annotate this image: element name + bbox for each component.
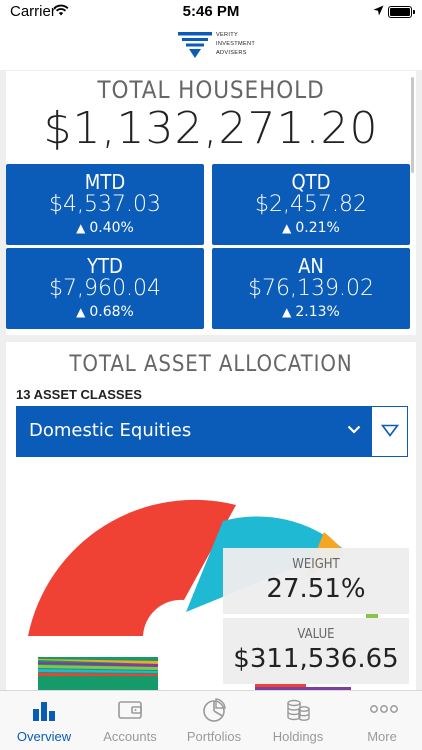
pie-slice-stripe-5: [38, 673, 158, 676]
weight-box: WEIGHT 27.51%: [223, 548, 409, 614]
bar-chart-icon: [33, 702, 55, 721]
tile-change: ▲ 0.40%: [6, 220, 204, 236]
tab-label: Overview: [16, 729, 72, 744]
brand-line-3: ADVISERS: [216, 49, 247, 56]
tile-label: AN: [298, 254, 324, 278]
asset-class-count: 13 ASSET CLASSES: [16, 387, 142, 402]
tile-label: YTD: [87, 254, 123, 278]
qtd-tile[interactable]: QTD $2,457.82 ▲ 0.21%: [212, 164, 410, 245]
pie-slice-stripe-2: [38, 662, 158, 667]
tile-change-value: 0.68%: [89, 304, 134, 320]
wifi-icon: [53, 4, 69, 16]
asset-allocation-card: TOTAL ASSET ALLOCATION 13 ASSET CLASSES …: [6, 342, 416, 690]
triangle-up-icon: ▲: [282, 221, 292, 235]
status-bar: Carrier 5:46 PM: [0, 0, 422, 24]
tab-accounts[interactable]: Accounts: [88, 691, 172, 750]
brand-wordmark: VERITY INVESTMENT ADVISERS: [216, 31, 255, 57]
tab-more[interactable]: More: [340, 691, 422, 750]
wallet-icon: [118, 701, 142, 719]
triangle-up-icon: ▲: [282, 305, 292, 319]
weight-value: 27.51%: [266, 574, 366, 604]
tile-change: ▲ 0.21%: [212, 220, 410, 236]
pie-slice-bottom-purple: [255, 687, 351, 690]
asset-class-select[interactable]: Domestic Equities: [16, 406, 408, 457]
scroll-indicator[interactable]: [411, 77, 414, 173]
pie-slice-bottom-red: [255, 684, 306, 687]
brand-chevron-logo: [178, 32, 212, 58]
tab-label: More: [367, 729, 397, 744]
pie-slice-lime-edge: [366, 614, 378, 618]
battery-icon: [388, 6, 415, 18]
clock: 5:46 PM: [182, 3, 240, 20]
tile-change: ▲ 0.68%: [6, 304, 204, 320]
weight-label: WEIGHT: [292, 557, 340, 572]
value-label: VALUE: [297, 627, 335, 642]
pie-chart-icon: [203, 698, 226, 722]
tile-label: QTD: [291, 170, 331, 194]
carrier-label: Carrier: [10, 3, 56, 20]
chevron-down-icon: [347, 425, 361, 434]
tab-bar: Overview Accounts Portfolios Holdings: [0, 690, 422, 750]
tile-change-value: 0.40%: [89, 220, 134, 236]
tile-label: MTD: [84, 170, 126, 194]
mtd-tile[interactable]: MTD $4,537.03 ▲ 0.40%: [6, 164, 204, 245]
tab-label: Accounts: [103, 729, 157, 744]
total-household-amount: $1,132,271.20: [43, 103, 379, 154]
tile-value: $76,139.02: [248, 276, 374, 301]
brand-line-2: INVESTMENT: [216, 40, 256, 47]
tab-portfolios[interactable]: Portfolios: [172, 691, 256, 750]
asset-allocation-title: TOTAL ASSET ALLOCATION: [69, 352, 353, 377]
total-household-card: TOTAL HOUSEHOLD $1,132,271.20 MTD $4,537…: [6, 71, 416, 335]
triangle-up-icon: ▲: [76, 221, 86, 235]
triangle-up-icon: ▲: [76, 305, 86, 319]
tile-value: $4,537.03: [49, 192, 161, 217]
tile-value: $2,457.82: [255, 192, 367, 217]
tab-holdings[interactable]: Holdings: [256, 691, 340, 750]
coins-icon: [287, 699, 310, 721]
nav-bar: VERITY INVESTMENT ADVISERS: [0, 24, 422, 70]
pie-slice-domestic-equities: [28, 499, 236, 636]
tile-value: $7,960.04: [49, 276, 161, 301]
brand-line-1: VERITY: [216, 32, 239, 38]
value-amount: $311,536.65: [233, 644, 399, 674]
value-box: VALUE $311,536.65: [223, 618, 409, 684]
tile-change: ▲ 2.13%: [212, 304, 410, 320]
selected-asset-class: Domestic Equities: [29, 420, 192, 441]
pie-slice-stripe-1: [38, 659, 158, 664]
tab-label: Holdings: [272, 729, 324, 744]
dropdown-toggle-button[interactable]: [371, 407, 407, 456]
tile-change-value: 2.13%: [295, 304, 340, 320]
tile-change-value: 0.21%: [295, 220, 340, 236]
brand-logo: VERITY INVESTMENT ADVISERS: [164, 30, 268, 60]
an-tile[interactable]: AN $76,139.02 ▲ 2.13%: [212, 248, 410, 329]
tab-label: Portfolios: [186, 729, 242, 744]
location-arrow-icon: [373, 5, 384, 16]
pie-slice-stripe-4: [38, 669, 158, 673]
ytd-tile[interactable]: YTD $7,960.04 ▲ 0.68%: [6, 248, 204, 329]
tab-overview[interactable]: Overview: [2, 691, 86, 750]
pie-slice-stripe-3: [38, 665, 158, 670]
more-icon: [370, 705, 398, 713]
triangle-down-icon: [381, 424, 399, 437]
total-household-title: TOTAL HOUSEHOLD: [97, 76, 325, 104]
